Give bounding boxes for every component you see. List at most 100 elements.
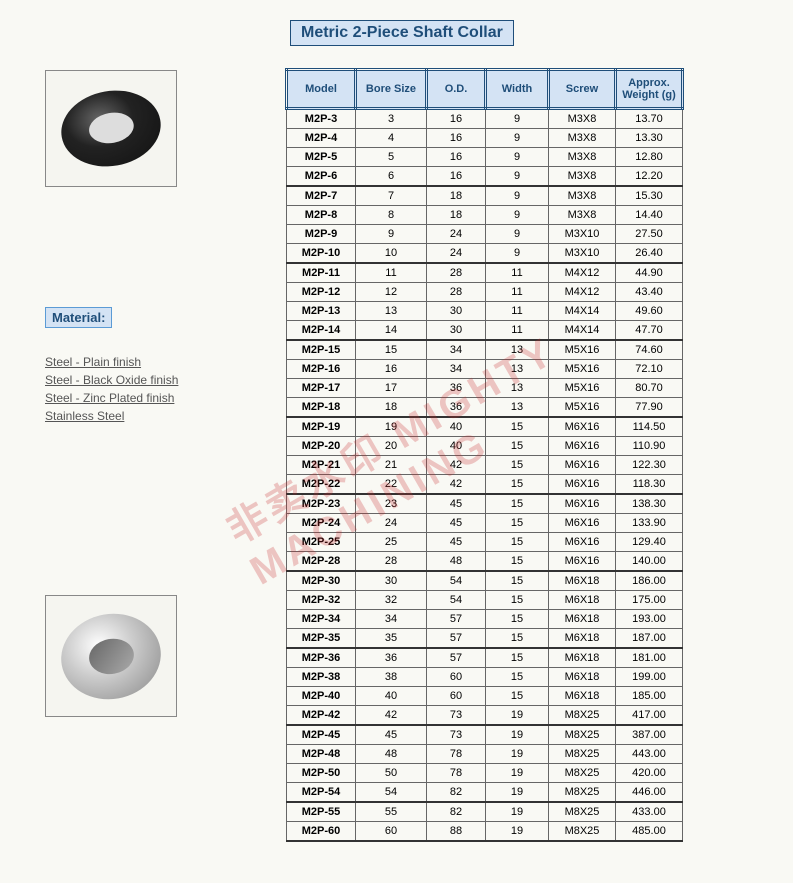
table-cell: M6X16 [549, 437, 616, 456]
table-row: M2P-50507819M8X25420.00 [287, 764, 683, 783]
table-cell: 16 [427, 109, 486, 129]
table-cell: 47.70 [616, 321, 683, 341]
table-cell: M2P-13 [287, 302, 356, 321]
table-cell: 18 [427, 206, 486, 225]
table-cell: 73 [427, 725, 486, 745]
table-cell: M2P-14 [287, 321, 356, 341]
table-cell: M3X10 [549, 225, 616, 244]
table-row: M2P-18183613M5X1677.90 [287, 398, 683, 418]
table-cell: 18 [427, 186, 486, 206]
table-cell: M4X14 [549, 302, 616, 321]
table-row: M2P-17173613M5X1680.70 [287, 379, 683, 398]
table-row: M2P-32325415M6X18175.00 [287, 591, 683, 610]
table-row: M2P-99249M3X1027.50 [287, 225, 683, 244]
table-cell: 186.00 [616, 571, 683, 591]
table-cell: 35 [356, 629, 427, 649]
table-cell: M2P-22 [287, 475, 356, 495]
table-cell: M6X16 [549, 552, 616, 572]
table-cell: 13.70 [616, 109, 683, 129]
table-cell: 19 [356, 417, 427, 437]
table-cell: 34 [427, 360, 486, 379]
table-cell: 11 [486, 321, 549, 341]
table-cell: M2P-15 [287, 340, 356, 360]
table-cell: 4 [356, 129, 427, 148]
table-cell: 10 [356, 244, 427, 264]
table-cell: 140.00 [616, 552, 683, 572]
table-cell: 82 [427, 783, 486, 803]
table-cell: 40 [427, 437, 486, 456]
table-cell: 15 [486, 610, 549, 629]
table-row: M2P-48487819M8X25443.00 [287, 745, 683, 764]
table-cell: M2P-18 [287, 398, 356, 418]
table-cell: 7 [356, 186, 427, 206]
table-cell: 57 [427, 610, 486, 629]
table-cell: 54 [427, 591, 486, 610]
table-row: M2P-23234515M6X16138.30 [287, 494, 683, 514]
table-cell: M2P-40 [287, 687, 356, 706]
table-cell: 114.50 [616, 417, 683, 437]
table-cell: 13 [486, 398, 549, 418]
table-cell: 16 [427, 167, 486, 187]
table-cell: M2P-8 [287, 206, 356, 225]
table-cell: 23 [356, 494, 427, 514]
table-cell: M6X18 [549, 571, 616, 591]
table-cell: 193.00 [616, 610, 683, 629]
table-cell: 34 [427, 340, 486, 360]
table-cell: 30 [356, 571, 427, 591]
table-cell: 9 [486, 109, 549, 129]
table-cell: M6X16 [549, 494, 616, 514]
table-header-cell: O.D. [427, 70, 486, 109]
table-cell: M3X8 [549, 167, 616, 187]
table-cell: 21 [356, 456, 427, 475]
table-cell: 187.00 [616, 629, 683, 649]
table-cell: M6X18 [549, 668, 616, 687]
table-cell: 82 [427, 802, 486, 822]
material-item: Steel - Plain finish [45, 353, 225, 371]
table-cell: M2P-55 [287, 802, 356, 822]
table-cell: M4X14 [549, 321, 616, 341]
table-cell: M2P-24 [287, 514, 356, 533]
table-cell: 15 [486, 494, 549, 514]
table-row: M2P-12122811M4X1243.40 [287, 283, 683, 302]
table-cell: M2P-9 [287, 225, 356, 244]
table-cell: 45 [427, 533, 486, 552]
table-cell: 36 [427, 398, 486, 418]
table-cell: 48 [427, 552, 486, 572]
table-cell: 12.20 [616, 167, 683, 187]
table-cell: 15 [486, 552, 549, 572]
table-cell: 45 [356, 725, 427, 745]
table-cell: 60 [427, 687, 486, 706]
table-cell: 57 [427, 629, 486, 649]
table-cell: M5X16 [549, 398, 616, 418]
table-cell: M8X25 [549, 783, 616, 803]
table-row: M2P-20204015M6X16110.90 [287, 437, 683, 456]
table-cell: 133.90 [616, 514, 683, 533]
table-cell: 54 [427, 571, 486, 591]
table-cell: M2P-36 [287, 648, 356, 668]
table-cell: 19 [486, 725, 549, 745]
table-cell: 24 [427, 244, 486, 264]
table-cell: 24 [356, 514, 427, 533]
table-cell: 57 [427, 648, 486, 668]
table-cell: 15 [486, 571, 549, 591]
table-cell: 49.60 [616, 302, 683, 321]
material-item: Steel - Zinc Plated finish [45, 389, 225, 407]
table-cell: 175.00 [616, 591, 683, 610]
table-cell: M8X25 [549, 764, 616, 783]
table-cell: 8 [356, 206, 427, 225]
table-cell: 3 [356, 109, 427, 129]
table-cell: 78 [427, 745, 486, 764]
table-cell: 129.40 [616, 533, 683, 552]
table-cell: M2P-11 [287, 263, 356, 283]
table-cell: 11 [356, 263, 427, 283]
material-item: Stainless Steel [45, 407, 225, 425]
table-cell: 88 [427, 822, 486, 842]
table-row: M2P-22224215M6X16118.30 [287, 475, 683, 495]
table-cell: 72.10 [616, 360, 683, 379]
table-cell: 15 [486, 648, 549, 668]
table-cell: 13 [486, 360, 549, 379]
table-cell: M3X8 [549, 129, 616, 148]
table-row: M2P-13133011M4X1449.60 [287, 302, 683, 321]
table-cell: 22 [356, 475, 427, 495]
table-cell: M6X18 [549, 629, 616, 649]
